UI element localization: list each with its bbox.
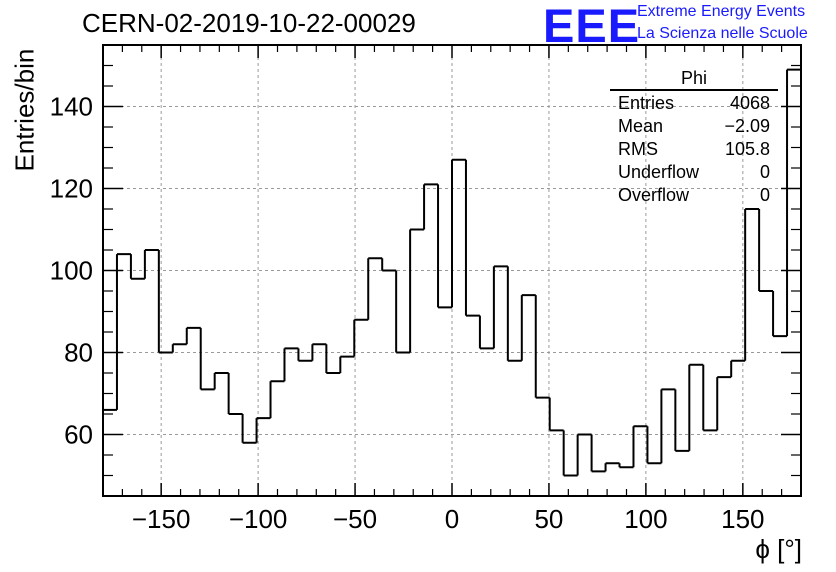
y-tick-label: 120 [50, 174, 93, 204]
histogram-bin [227, 373, 243, 415]
histogram-bin [241, 414, 257, 444]
stats-label: Entries [618, 93, 675, 113]
histogram-bin [297, 348, 313, 362]
histogram-bin [506, 266, 522, 362]
stats-row-mean: Mean −2.09 [610, 115, 778, 138]
x-tick-label: 50 [534, 504, 563, 534]
histogram-bin [325, 344, 341, 374]
eee-logo: EEE [543, 0, 641, 52]
stats-row-entries: Entries 4068 [610, 92, 778, 115]
histogram-bin [129, 254, 145, 280]
x-tick-label: −50 [333, 504, 377, 534]
histogram-bin [464, 159, 480, 317]
stats-value: 0 [759, 162, 770, 182]
histogram-bin [367, 257, 383, 320]
histogram-bin [423, 183, 439, 230]
x-tick-label: 0 [445, 504, 459, 534]
histogram-bin [534, 295, 550, 399]
histogram-bin [786, 68, 801, 337]
histogram-bin [451, 158, 466, 308]
histogram-bin [437, 184, 452, 309]
histogram-bin [283, 347, 299, 382]
histogram-bin [632, 425, 648, 468]
stats-value: 105.8 [724, 139, 770, 159]
brand-line-2: La Scienza nelle Scuole [637, 25, 808, 42]
histogram-bin [758, 209, 774, 292]
y-axis-label: Entries/bin [9, 48, 40, 172]
histogram-bin [618, 463, 634, 469]
histogram-bin [702, 364, 718, 432]
stats-row-overflow: Overflow 0 [610, 184, 778, 207]
histogram-bin [213, 372, 229, 390]
y-tick-label: 60 [64, 420, 93, 450]
stats-label: Overflow [618, 185, 690, 205]
histogram-bin [716, 376, 732, 431]
histogram-bin [688, 363, 704, 451]
stats-row-rms: RMS 105.8 [610, 138, 778, 161]
x-tick-label: −100 [229, 504, 288, 534]
histogram-bin [171, 343, 187, 353]
stats-value: 0 [759, 185, 770, 205]
stats-value: −2.09 [724, 116, 770, 136]
histogram-bin [199, 327, 215, 391]
stats-label: Underflow [618, 162, 700, 182]
histogram-bin [185, 326, 201, 345]
histogram-bin [381, 258, 397, 272]
histogram-bin [269, 380, 285, 419]
stats-value: 4068 [729, 93, 770, 113]
y-tick-label: 140 [50, 92, 93, 122]
histogram-bin [576, 433, 592, 476]
histogram-bin [339, 355, 355, 373]
histogram-bin [660, 388, 676, 464]
histogram-bin [395, 270, 411, 354]
histogram-bin [604, 462, 620, 472]
stats-title: Phi [610, 68, 778, 91]
stats-box: Phi Entries 4068 Mean −2.09 RMS 105.8 Un… [610, 68, 778, 207]
histogram-bin [646, 426, 662, 465]
histogram-bin [548, 397, 564, 432]
x-tick-label: −150 [132, 504, 191, 534]
histogram-bin [255, 417, 271, 443]
histogram-bin [520, 294, 536, 361]
axis-ticks [103, 45, 801, 496]
histogram-bin [562, 430, 578, 477]
histogram-bin [143, 249, 159, 279]
x-tick-label: 150 [721, 504, 764, 534]
stats-row-underflow: Underflow 0 [610, 161, 778, 184]
y-tick-label: 80 [64, 338, 93, 368]
histogram-bin [590, 434, 606, 473]
stats-label: RMS [618, 139, 658, 159]
chart-title: CERN-02-2019-10-22-00029 [82, 8, 416, 38]
histogram-series [103, 68, 801, 477]
x-axis-label: ϕ [°] [755, 534, 802, 564]
histogram-bin [744, 208, 760, 361]
x-tick-label: 100 [624, 504, 667, 534]
histogram-bin [478, 315, 494, 350]
histogram-bin [730, 359, 746, 378]
histogram-bin [492, 265, 508, 349]
y-tick-label: 100 [50, 256, 93, 286]
brand-line-1: Extreme Energy Events [637, 3, 806, 20]
histogram-bin [409, 228, 425, 353]
stats-label: Mean [618, 116, 664, 136]
histogram-bin [674, 389, 690, 452]
histogram-bin [115, 253, 131, 410]
histogram-bin [157, 250, 173, 354]
histogram-bin [772, 291, 788, 338]
histogram-bin [311, 343, 327, 361]
histogram-bin [353, 318, 369, 357]
tick-labels: −150 −100 −50 0 50 100 150 60 80 100 120 140 [50, 92, 765, 535]
